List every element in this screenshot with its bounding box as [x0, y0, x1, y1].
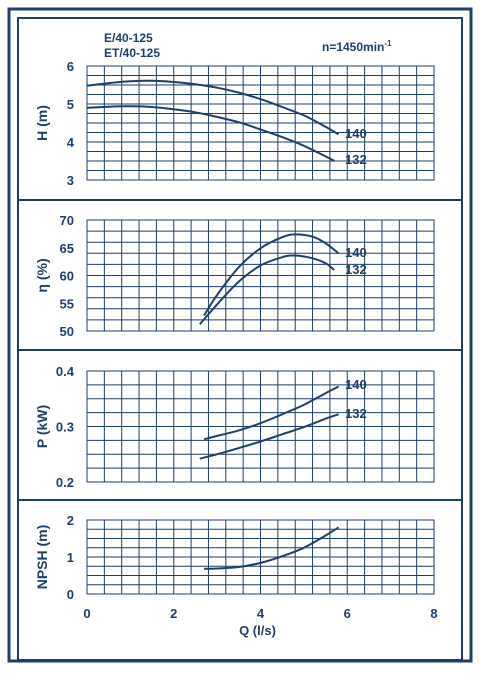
- x-tick: 8: [430, 606, 437, 621]
- y-tick-power: 0.2: [56, 475, 74, 490]
- panel-frame-power: [17, 349, 463, 501]
- panel-frames: [17, 17, 463, 661]
- y-tick-power: 0.4: [56, 364, 75, 379]
- y-tick-head: 5: [67, 97, 74, 112]
- model-label-line2: ET/40-125: [104, 46, 160, 60]
- x-axis-label: Q (l/s): [239, 623, 276, 638]
- y-tick-efficiency: 55: [60, 296, 74, 311]
- y-axis-label-npsh: NPSH (m): [34, 525, 50, 590]
- y-axis-label-head: H (m): [34, 105, 50, 141]
- y-tick-head: 3: [67, 173, 74, 188]
- y-tick-head: 4: [67, 135, 75, 150]
- y-tick-efficiency: 65: [60, 241, 74, 256]
- y-tick-npsh: 1: [67, 550, 74, 565]
- curve-label-power-140: 140: [345, 377, 367, 392]
- x-tick: 0: [83, 606, 90, 621]
- x-tick: 6: [344, 606, 351, 621]
- speed-label-exponent: -1: [384, 39, 392, 48]
- x-tick: 4: [257, 606, 265, 621]
- panel-frame-head: [17, 17, 463, 201]
- x-tick: 2: [170, 606, 177, 621]
- curve-label-efficiency-132: 132: [345, 262, 367, 277]
- y-axis-label-power: P (kW): [34, 405, 50, 448]
- curve-label-power-132: 132: [345, 406, 367, 421]
- curves-layer: [86, 79, 340, 570]
- curve-label-head-140: 140: [345, 126, 367, 141]
- y-tick-efficiency: 70: [60, 213, 74, 228]
- y-tick-npsh: 0: [67, 587, 74, 602]
- curve-power-132: [199, 413, 339, 460]
- curve-label-efficiency-140: 140: [345, 245, 367, 260]
- curve-head-132: [86, 105, 335, 162]
- panel-frame-npsh: [17, 499, 463, 661]
- curve-efficiency-140: [203, 233, 340, 317]
- model-label-line1: E/40-125: [104, 31, 153, 45]
- y-tick-power: 0.3: [56, 420, 74, 435]
- curve-efficiency-132: [199, 254, 335, 325]
- y-tick-efficiency: 60: [60, 269, 74, 284]
- y-axis-label-efficiency: η (%): [34, 258, 50, 292]
- y-tick-head: 6: [67, 59, 74, 74]
- curve-power-140: [203, 385, 340, 441]
- curve-head-140: [86, 79, 340, 136]
- speed-label: n=1450min-1: [322, 39, 392, 54]
- curve-label-head-132: 132: [345, 152, 367, 167]
- y-tick-efficiency: 50: [60, 324, 74, 339]
- y-tick-npsh: 2: [67, 513, 74, 528]
- curve-npsh-npsh: [204, 526, 340, 570]
